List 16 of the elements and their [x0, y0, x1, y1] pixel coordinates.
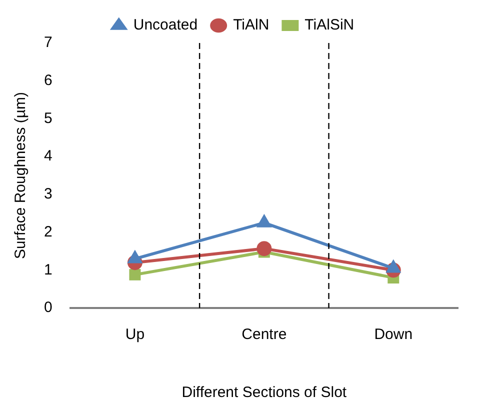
y-tick-label: 0	[44, 299, 52, 316]
legend-label: TiAlSiN	[304, 16, 354, 34]
y-tick-label: 2	[44, 223, 52, 240]
y-tick-label: 5	[44, 110, 52, 127]
y-tick-label: 7	[44, 34, 52, 52]
y-tick-label: 4	[44, 148, 52, 165]
y-axis-title: Surface Roughness (µm)	[12, 92, 30, 260]
y-tick-label: 1	[44, 261, 52, 278]
y-tick-label: 6	[44, 72, 52, 89]
legend-label: TiAlN	[233, 16, 270, 34]
x-tick-label: Down	[374, 326, 413, 344]
y-tick-label: 3	[44, 186, 52, 203]
x-tick-label: Centre	[242, 326, 287, 344]
x-tick-label: Up	[125, 326, 145, 344]
legend-label: Uncoated	[133, 16, 198, 34]
x-axis-title: Different Sections of Slot	[182, 384, 348, 402]
